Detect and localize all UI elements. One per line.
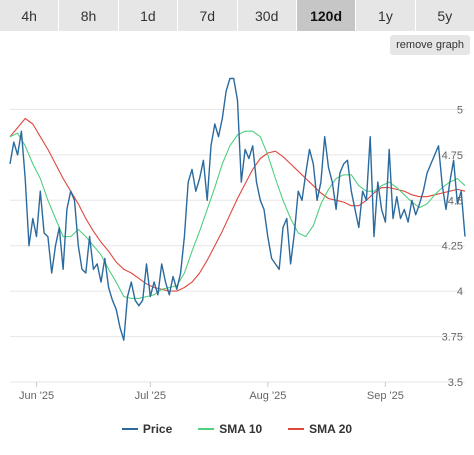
legend-item-sma-20[interactable]: SMA 20 [288,422,352,436]
tab-5y[interactable]: 5y [437,7,453,24]
tab-4h[interactable]: 4h [0,0,60,31]
y-tick-label: 3.75 [442,332,463,344]
legend-item-price[interactable]: Price [121,422,173,436]
axis-labels: 3.5 3.75 4 4.25 4.5 4.75 5 Jun '25 Jul '25 Aug '2… [19,104,463,402]
y-tick-label: 4.25 [442,241,463,253]
x-tick-label: Aug '25 [249,390,286,402]
chart-legend: Price SMA 10 SMA 20 [0,418,474,440]
series-line-price [9,77,466,341]
tab-30d[interactable]: 30d [238,0,297,31]
remove-graph-button[interactable]: remove graph [390,35,470,55]
x-tick-label: Jun '25 [19,390,54,402]
legend-label: Price [142,422,173,436]
tab-1d[interactable]: 1d [119,0,179,31]
tab-8h[interactable]: 8h [59,0,119,31]
tab-120d[interactable]: 120d [296,0,357,31]
tab-1y[interactable]: 1y [356,0,416,31]
y-tick-label: 3.5 [448,377,463,389]
grid-lines [10,108,465,383]
y-tick-label: 4 [457,286,463,298]
tab-7d[interactable]: 7d [178,0,238,31]
y-tick-label: 4.75 [442,150,463,162]
legend-item-sma-10[interactable]: SMA 10 [198,422,262,436]
legend-swatch [121,428,138,430]
legend-label: SMA 10 [219,422,263,436]
y-tick-label: 4.5 [448,195,463,207]
legend-swatch [198,428,215,430]
x-tick-label: Sep '25 [367,390,404,402]
plot-area [9,77,466,341]
legend-label: SMA 20 [309,422,353,436]
y-tick-label: 5 [457,104,463,116]
series-line-sma-10 [9,130,466,299]
series-line-sma-20 [9,117,466,292]
legend-swatch [288,428,305,430]
x-tick-label: Jul '25 [135,390,166,402]
time-range-tabs: 4h 8h 1d 7d 30d 120d 1y 5y [0,0,474,31]
